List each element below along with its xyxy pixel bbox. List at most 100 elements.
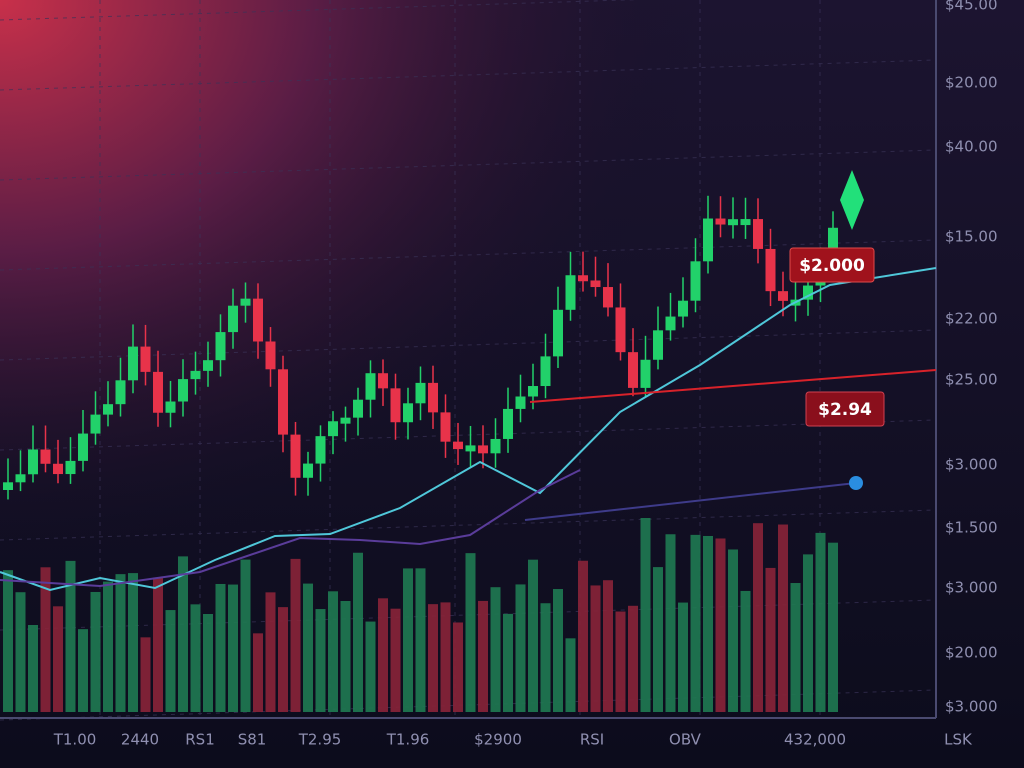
volume-bar bbox=[590, 585, 601, 712]
volume-bar bbox=[553, 589, 563, 712]
grid-line bbox=[0, 59, 937, 91]
candle-body bbox=[40, 449, 51, 464]
volume-bar bbox=[515, 584, 526, 712]
price-tag: $2.94 bbox=[818, 400, 872, 420]
volume-bar bbox=[278, 607, 288, 712]
volume-bar bbox=[715, 538, 726, 712]
candle-body bbox=[28, 449, 38, 475]
candle-body bbox=[378, 373, 388, 389]
time-label: LSK bbox=[944, 731, 973, 749]
marker-dot bbox=[849, 476, 863, 490]
candle-body bbox=[140, 346, 151, 372]
volume-bar bbox=[828, 542, 838, 712]
candle-body bbox=[15, 474, 26, 483]
volume-bar bbox=[503, 613, 513, 712]
candle-body bbox=[153, 371, 163, 413]
volume-bar bbox=[328, 591, 338, 712]
volume-bars bbox=[3, 517, 838, 712]
volume-bar bbox=[478, 600, 488, 712]
volume-bar bbox=[65, 560, 76, 712]
candle-body bbox=[690, 261, 701, 301]
candle-body bbox=[78, 433, 88, 461]
volume-bar bbox=[390, 608, 401, 712]
candle-body bbox=[253, 298, 263, 342]
volume-bar bbox=[453, 622, 463, 712]
volume-bar bbox=[603, 580, 613, 712]
volume-bar bbox=[265, 592, 276, 712]
candle-body bbox=[240, 298, 251, 306]
volume-bar bbox=[78, 629, 88, 712]
candle-body bbox=[403, 403, 413, 423]
indicator-line-2 bbox=[524, 482, 857, 521]
candle-body bbox=[315, 436, 326, 464]
volume-bar bbox=[153, 577, 163, 712]
candle-body bbox=[678, 300, 688, 317]
trend-line bbox=[0, 267, 937, 592]
candle-body bbox=[503, 408, 513, 439]
candle-body bbox=[115, 380, 126, 405]
time-label: 432,000 bbox=[784, 731, 846, 749]
candle-body bbox=[190, 370, 201, 380]
candle-body bbox=[565, 275, 576, 310]
candle-body bbox=[440, 412, 451, 442]
candle-body bbox=[453, 441, 463, 450]
volume-bar bbox=[115, 574, 126, 712]
grid-line bbox=[0, 329, 937, 361]
volume-bar bbox=[103, 581, 113, 712]
grid-line bbox=[0, 239, 937, 271]
candle-body bbox=[615, 307, 626, 353]
time-label: OBV bbox=[669, 731, 702, 749]
candle-body bbox=[353, 399, 363, 418]
volume-bar bbox=[740, 590, 751, 712]
time-label: S81 bbox=[238, 731, 267, 749]
volume-bar bbox=[90, 591, 101, 712]
candle-body bbox=[328, 421, 338, 437]
candle-body bbox=[578, 275, 588, 282]
volume-bar bbox=[290, 558, 301, 712]
volume-bar bbox=[353, 552, 363, 712]
volume-bar bbox=[53, 606, 63, 712]
volume-bar bbox=[628, 605, 638, 712]
candle-body bbox=[515, 396, 526, 409]
axis-label: $3.000 bbox=[945, 579, 998, 597]
volume-bar bbox=[428, 604, 438, 712]
volume-bar bbox=[203, 613, 213, 712]
volume-bar bbox=[678, 602, 688, 712]
grid-line bbox=[0, 0, 640, 21]
axis-label: $3.000 bbox=[945, 698, 998, 716]
candle-body bbox=[665, 316, 676, 331]
volume-bar bbox=[803, 554, 813, 712]
support-line bbox=[529, 369, 937, 403]
volume-bar bbox=[190, 604, 201, 712]
candle-body bbox=[765, 248, 776, 292]
axis-label: $40.00 bbox=[945, 138, 998, 156]
candle-body bbox=[390, 388, 401, 423]
volume-bar bbox=[753, 523, 763, 712]
volume-bar bbox=[415, 568, 426, 712]
candle-body bbox=[178, 379, 188, 402]
volume-bar bbox=[215, 583, 226, 712]
candle-body bbox=[90, 414, 101, 434]
candle-body bbox=[590, 280, 601, 288]
volume-bar bbox=[15, 592, 26, 712]
grid-line bbox=[0, 509, 937, 541]
time-label: 2440 bbox=[121, 731, 159, 749]
candle-body bbox=[303, 463, 313, 478]
candle-body bbox=[165, 401, 176, 413]
candle-body bbox=[715, 218, 726, 225]
candle-body bbox=[278, 369, 288, 435]
volume-bar bbox=[540, 603, 551, 712]
volume-bar bbox=[790, 583, 801, 712]
volume-bar bbox=[303, 583, 313, 712]
candle-body bbox=[703, 218, 713, 262]
axis-label: $15.00 bbox=[945, 228, 998, 246]
volume-bar bbox=[3, 570, 13, 712]
candle-body bbox=[215, 332, 226, 361]
candle-body bbox=[490, 438, 501, 454]
price-tag-box bbox=[789, 247, 875, 283]
axis-label: $1.500 bbox=[945, 519, 998, 537]
axis-label: $22.00 bbox=[945, 310, 998, 328]
time-label: T1.00 bbox=[53, 731, 97, 749]
candle-body bbox=[478, 445, 488, 454]
